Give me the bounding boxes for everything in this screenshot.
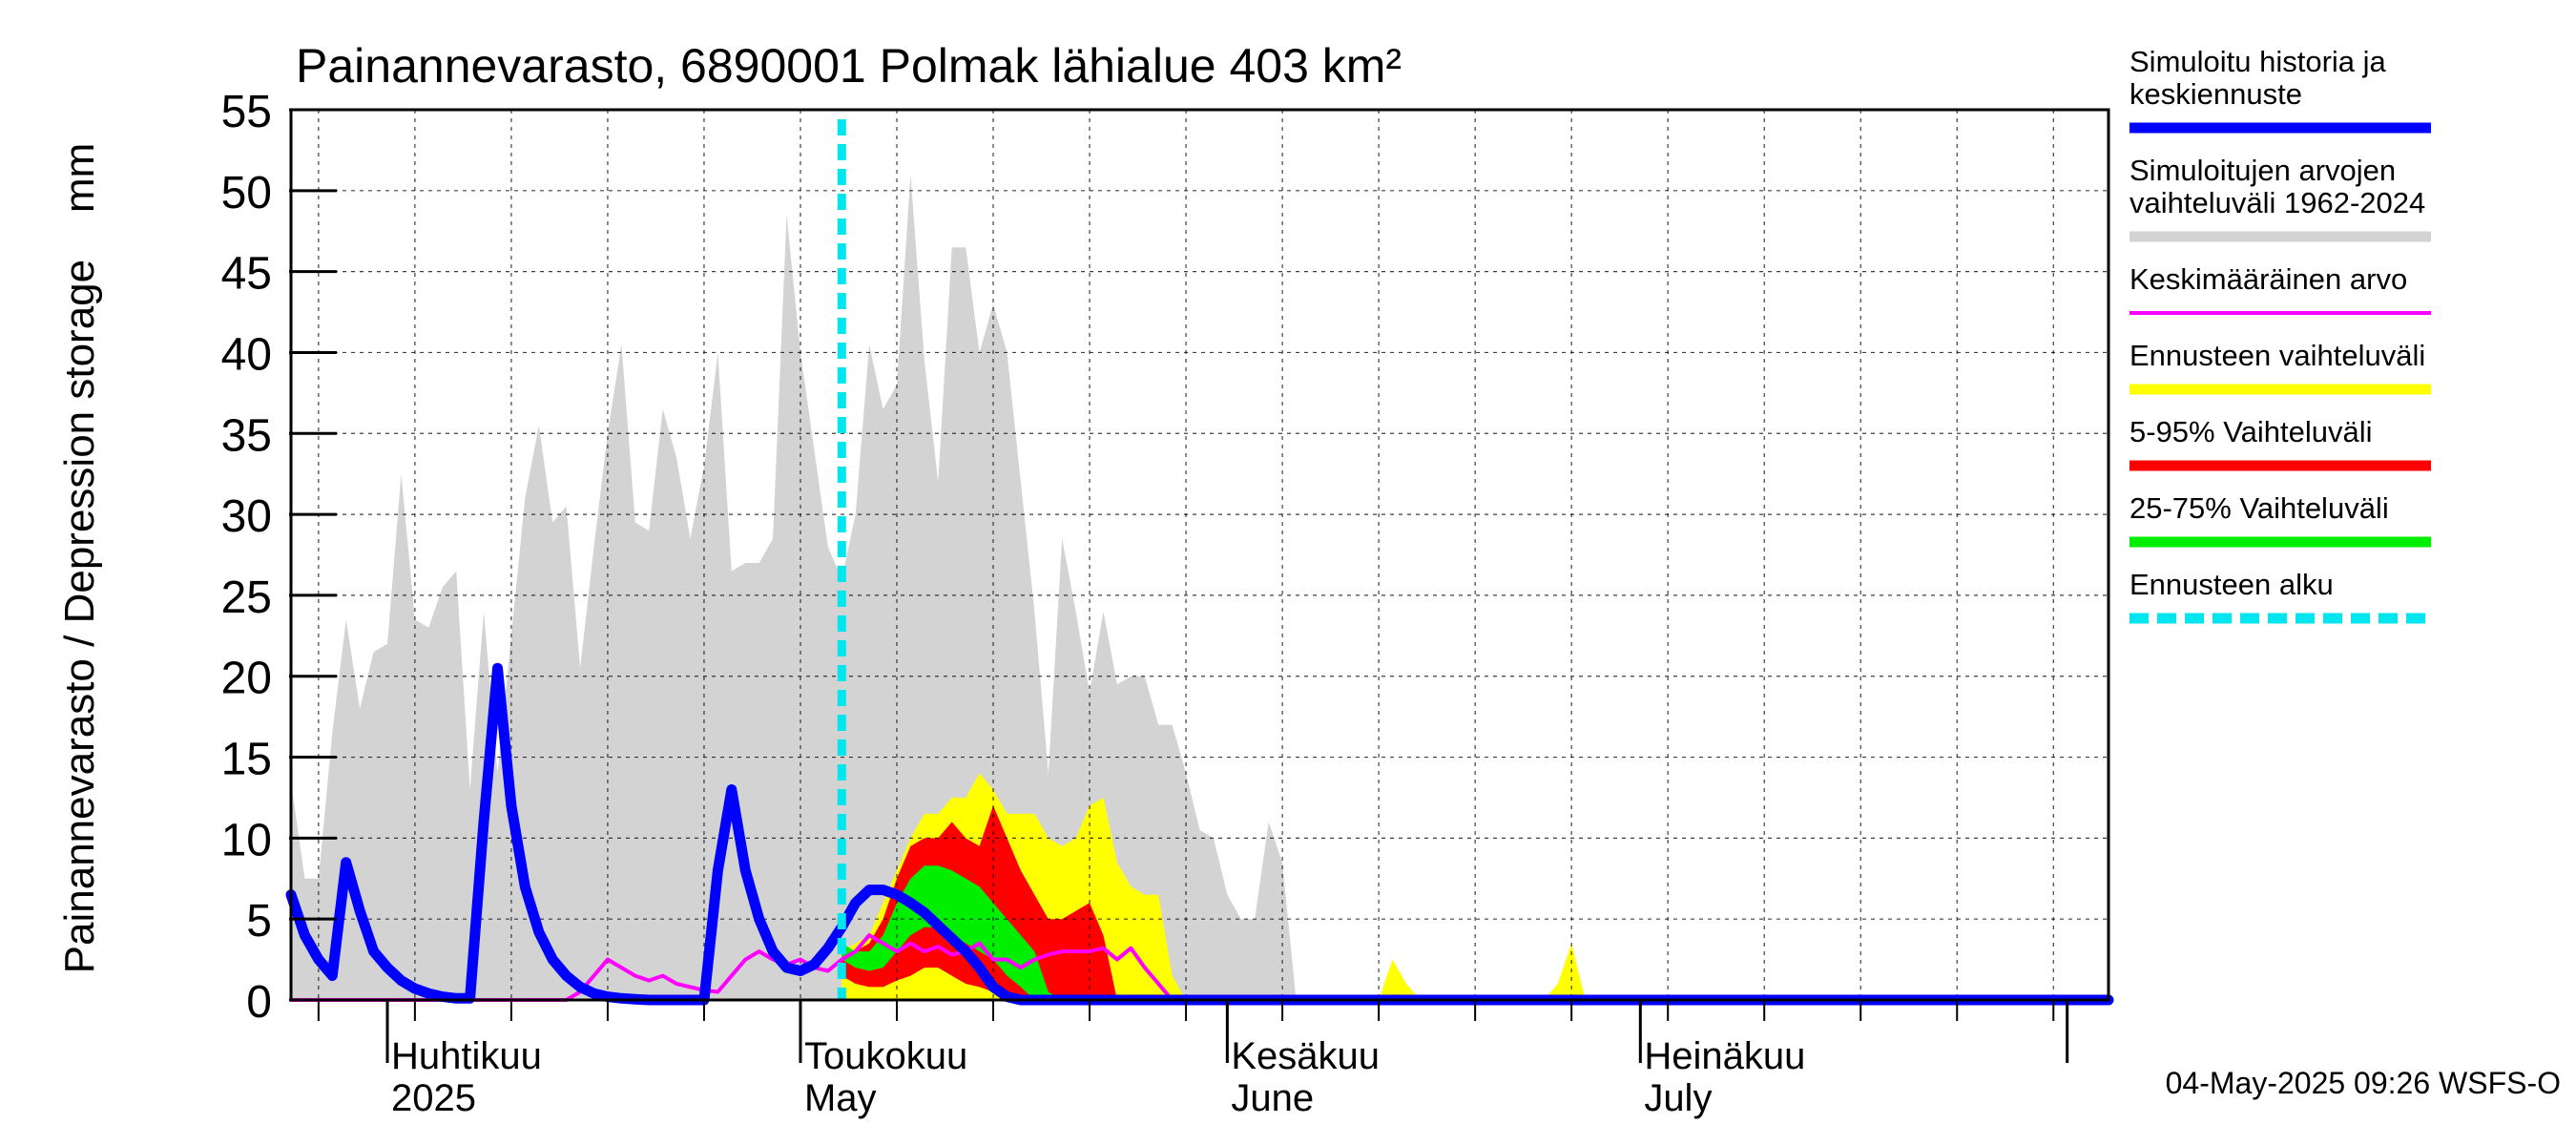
- x-month-label: Heinäkuu: [1644, 1035, 1805, 1077]
- band-simuloitujen-arvojen-vaihteluv-li-1962-2024: [291, 174, 1627, 1000]
- legend-label-0: Simuloitu historia ja: [2129, 45, 2387, 78]
- chart-title: Painannevarasto, 6890001 Polmak lähialue…: [296, 39, 1402, 93]
- y-axis-label: Painannevarasto / Depression storage mm: [56, 143, 103, 974]
- x-month-sublabel: May: [804, 1077, 877, 1119]
- y-tick-label-5: 5: [246, 896, 272, 947]
- x-month-sublabel: June: [1231, 1077, 1314, 1119]
- y-tick-label-35: 35: [221, 410, 272, 461]
- legend-label-0: keskiennuste: [2129, 77, 2302, 111]
- series-line-keskim-r-inen-arvo: [289, 933, 2110, 1002]
- y-tick-label-10: 10: [221, 815, 272, 865]
- y-tick-label-50: 50: [221, 168, 272, 219]
- x-month-sublabel: 2025: [391, 1077, 476, 1119]
- y-tick-label-55: 55: [221, 87, 272, 137]
- y-tick-label-0: 0: [246, 977, 272, 1028]
- y-tick-label-40: 40: [221, 329, 272, 380]
- y-axis: 0 5 10 15 20 25 30 35 40 45 50 55: [221, 87, 337, 1028]
- x-month-label: Kesäkuu: [1231, 1035, 1380, 1077]
- legend-label-5: 25-75% Vaihteluväli: [2129, 491, 2389, 525]
- y-tick-label-45: 45: [221, 249, 272, 300]
- legend-label-1: Simuloitujen arvojen: [2129, 154, 2396, 187]
- y-tick-label-30: 30: [221, 491, 272, 542]
- legend-label-4: 5-95% Vaihteluväli: [2129, 415, 2372, 448]
- plot-frame: [289, 108, 2110, 1002]
- x-month-label: Huhtikuu: [391, 1035, 542, 1077]
- legend-label-3: Ennusteen vaihteluväli: [2129, 339, 2425, 372]
- x-month-sublabel: July: [1644, 1077, 1712, 1119]
- plot-border: [289, 108, 2110, 1002]
- legend-label-2: Keskimääräinen arvo: [2129, 262, 2407, 296]
- y-tick-label-25: 25: [221, 572, 272, 623]
- legend-label-6: Ennusteen alku: [2129, 568, 2334, 601]
- x-month-label: Toukokuu: [804, 1035, 967, 1077]
- legend-label-1: vaihteluväli 1962-2024: [2129, 186, 2425, 219]
- chart-footer: 04-May-2025 09:26 WSFS-O: [2166, 1066, 2561, 1100]
- y-tick-label-15: 15: [221, 735, 272, 785]
- y-tick-label-20: 20: [221, 654, 272, 704]
